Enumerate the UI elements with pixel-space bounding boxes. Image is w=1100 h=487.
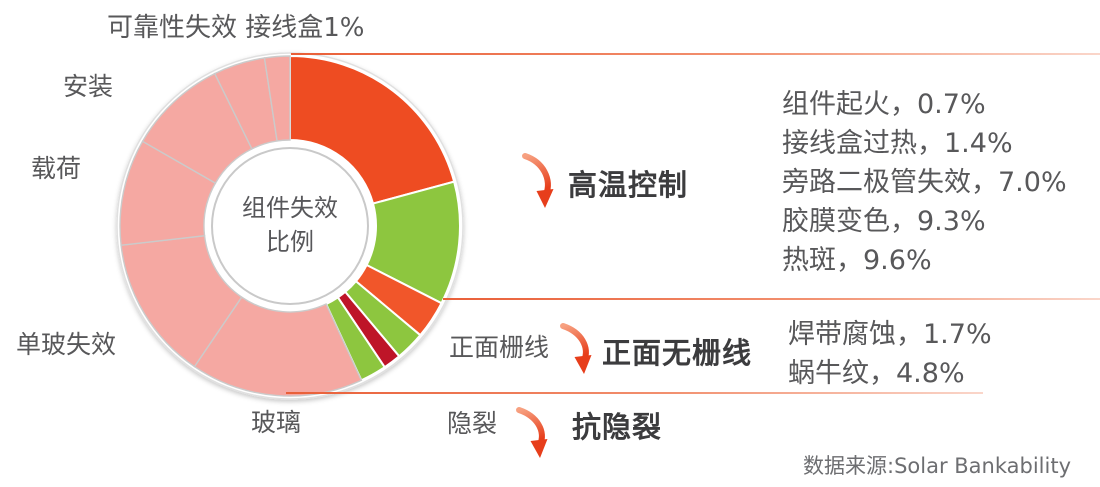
high-temp-item-list: 组件起火，0.7% 接线盒过热，1.4% 旁路二极管失效，7.0% 胶膜变色，9.3%… bbox=[782, 85, 1067, 280]
arrow-anti-crack-icon bbox=[516, 407, 548, 458]
center-label-line2: 比例 bbox=[266, 228, 314, 256]
donut-center-label: 组件失效 比例 bbox=[200, 191, 380, 259]
callout-title-high-temp: 高温控制 bbox=[568, 168, 689, 202]
label-install: 安装 bbox=[63, 72, 114, 101]
front-grid-item-list: 焊带腐蚀，1.7% 蜗牛纹，4.8% bbox=[788, 315, 992, 393]
label-reliability-junction-box: 可靠性失效 接线盒1% bbox=[107, 13, 365, 43]
arrow-front-grid-icon bbox=[560, 323, 592, 374]
label-single-glass: 单玻失效 bbox=[16, 330, 117, 359]
data-source-note: 数据来源:Solar Bankability bbox=[803, 454, 1072, 478]
leader-line-middle bbox=[443, 298, 1100, 300]
arrow-high-temp-icon bbox=[522, 153, 554, 208]
label-glass: 玻璃 bbox=[251, 408, 302, 437]
callout-title-no-front-grid: 正面无栅线 bbox=[602, 336, 753, 370]
donut-hole bbox=[205, 141, 375, 311]
donut-inner-ring bbox=[211, 147, 369, 305]
callout-item: 旁路二极管失效，7.0% bbox=[782, 167, 1067, 198]
label-load: 载荷 bbox=[31, 154, 82, 183]
donut-segment-high-temp-main bbox=[289, 54, 456, 205]
label-crack: 隐裂 bbox=[447, 409, 498, 438]
donut-segment-glass bbox=[193, 296, 363, 397]
callout-title-anti-crack: 抗隐裂 bbox=[572, 410, 663, 444]
callout-item: 蜗牛纹，4.8% bbox=[788, 358, 965, 389]
callout-item: 组件起火，0.7% bbox=[782, 89, 986, 120]
donut-segment-junction-box bbox=[263, 55, 291, 142]
callout-item: 焊带腐蚀，1.7% bbox=[788, 319, 992, 350]
callout-item: 热斑，9.6% bbox=[782, 245, 932, 276]
center-label-line1: 组件失效 bbox=[242, 194, 338, 222]
label-front-grid: 正面栅线 bbox=[449, 333, 550, 362]
callout-item: 胶膜变色，9.3% bbox=[782, 206, 986, 237]
leader-line-bottom bbox=[286, 392, 983, 394]
callout-item: 接线盒过热，1.4% bbox=[782, 128, 1013, 159]
leader-line-top bbox=[291, 53, 1100, 55]
donut-segments bbox=[119, 54, 461, 397]
